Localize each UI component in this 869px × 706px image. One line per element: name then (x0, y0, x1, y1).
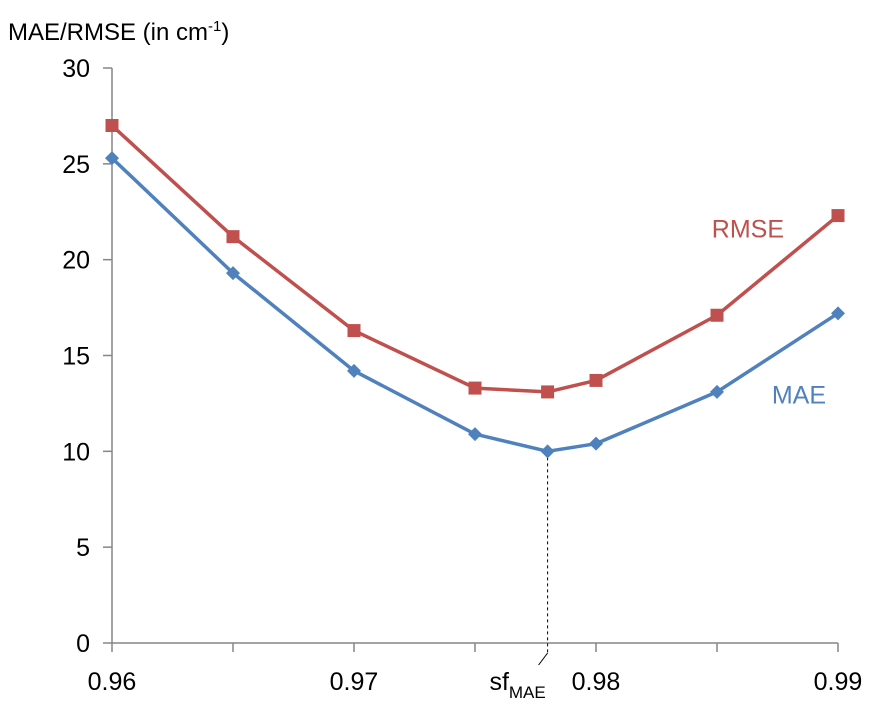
data-point (541, 385, 555, 399)
data-point (589, 436, 603, 451)
annotation-label: sfMAE (489, 668, 545, 702)
x-tick-label: 0.99 (814, 668, 863, 696)
series-layer: RMSE MAE (105, 119, 845, 459)
data-point (347, 324, 361, 338)
data-point (710, 308, 724, 322)
data-point (831, 306, 845, 321)
svg-text:MAE/RMSE (in cm-1): MAE/RMSE (in cm-1) (8, 18, 229, 46)
x-tick-label: 0.97 (330, 668, 379, 696)
annotation-label-main: sf (489, 668, 509, 696)
y-tick-label: 0 (76, 630, 90, 658)
chart-title-main: MAE/RMSE (in cm (8, 19, 208, 46)
annotation: sfMAE (489, 451, 549, 702)
y-tick-label: 15 (62, 343, 90, 371)
data-point (347, 363, 361, 378)
chart-title-end: ) (221, 19, 229, 46)
chart-title: MAE/RMSE (in cm-1) (8, 18, 229, 46)
annotation-label-subscript: MAE (509, 683, 546, 702)
data-point (105, 151, 119, 166)
data-point (226, 266, 240, 281)
y-tick-label: 20 (62, 247, 90, 275)
data-point (710, 384, 724, 399)
series-mae: MAE (105, 151, 845, 459)
data-point (831, 209, 845, 223)
data-point (589, 373, 603, 387)
series-label-mae: MAE (772, 381, 826, 409)
series-label-rmse: RMSE (712, 216, 784, 244)
x-axis: 0.96 0.97 0.98 0.99 (88, 642, 863, 696)
x-tick-label: 0.98 (572, 668, 621, 696)
data-point (540, 444, 555, 459)
y-tick-label: 10 (62, 438, 90, 466)
data-point (226, 230, 240, 244)
x-tick-label: 0.96 (88, 668, 137, 696)
series-rmse: RMSE (105, 119, 845, 399)
series-line (110, 124, 840, 394)
annotation-leader (538, 652, 548, 666)
series-line (110, 156, 839, 454)
y-axis: 0 5 10 15 20 25 30 (62, 55, 113, 658)
y-tick-label: 25 (62, 151, 90, 179)
y-tick-label: 30 (62, 55, 90, 83)
data-point (468, 381, 482, 395)
y-tick-label: 5 (76, 534, 90, 562)
data-point (468, 427, 482, 442)
chart-title-superscript: -1 (208, 18, 221, 35)
data-point (105, 119, 119, 132)
